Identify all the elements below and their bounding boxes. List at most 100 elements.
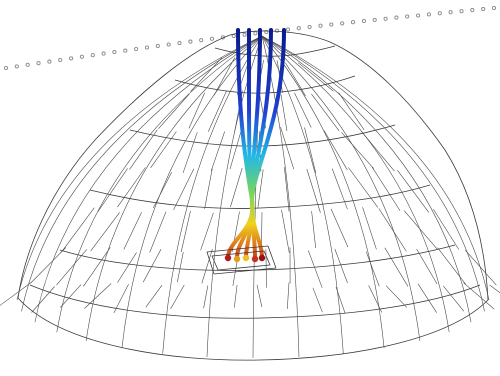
arc-dot bbox=[166, 42, 171, 47]
dome-cell-edge bbox=[30, 247, 67, 284]
dome-cell-edge bbox=[210, 131, 225, 171]
focus-point-4 bbox=[251, 255, 259, 263]
dome-cell-edge bbox=[284, 167, 290, 212]
arc-dot bbox=[361, 18, 366, 24]
dome-cell-edge bbox=[204, 168, 213, 209]
arc-dot bbox=[383, 16, 388, 21]
dome-cell-edge bbox=[489, 284, 500, 294]
dome-cell-edge bbox=[311, 211, 316, 249]
arc-dot bbox=[112, 50, 117, 55]
dome-cell-edge bbox=[60, 284, 82, 308]
dome-cell-edge bbox=[280, 94, 288, 131]
focus-points bbox=[224, 254, 266, 263]
arc-dot bbox=[426, 12, 431, 17]
dome-cell-edge bbox=[158, 93, 190, 129]
arc-dot bbox=[177, 41, 182, 46]
dome-cell-edge bbox=[90, 212, 120, 252]
dome-meridian bbox=[56, 35, 263, 333]
dome-cell-edge bbox=[31, 286, 55, 313]
dome-cell-edge bbox=[84, 283, 112, 309]
dome-cell-edge bbox=[334, 248, 348, 284]
arc-dot bbox=[405, 14, 410, 19]
dome-cell-edge bbox=[335, 286, 346, 314]
dotted-tracking-arc bbox=[3, 5, 497, 71]
dome-meridian bbox=[261, 35, 490, 301]
arc-dot bbox=[209, 36, 215, 41]
dome-cell-edge bbox=[385, 285, 408, 308]
arc-dot bbox=[350, 20, 356, 25]
arc-dot bbox=[14, 64, 19, 69]
arc-dot bbox=[90, 53, 95, 58]
arc-dot bbox=[481, 7, 486, 12]
dome-cell-edge bbox=[298, 62, 334, 92]
dome-cell-edge bbox=[230, 167, 243, 208]
dome-ring-1 bbox=[59, 244, 456, 271]
dome-cell-edge bbox=[280, 126, 295, 170]
dome-cell-edge bbox=[113, 283, 129, 314]
dome-cell-edge bbox=[173, 168, 195, 211]
dome-cell-edge bbox=[360, 131, 395, 172]
dome-meridian bbox=[85, 35, 263, 342]
dome-meridian bbox=[261, 35, 450, 333]
dome-cell-edge bbox=[306, 168, 321, 213]
focus-point-3 bbox=[242, 254, 250, 262]
dome-cell-edge bbox=[149, 211, 167, 253]
dome-cell-edge bbox=[256, 284, 263, 308]
dome-meridian bbox=[261, 35, 344, 354]
dome-cell-edge bbox=[304, 127, 317, 173]
dome-cell-edge bbox=[341, 132, 374, 169]
dome-cell-edge bbox=[213, 57, 236, 96]
dome-cell-edge bbox=[338, 92, 365, 131]
dome-cell-edge bbox=[403, 210, 438, 250]
arc-dot bbox=[36, 61, 41, 66]
dome-cell-edge bbox=[203, 285, 209, 309]
arc-dot bbox=[470, 8, 475, 13]
dome-cell-edge bbox=[145, 285, 163, 308]
dome-cell-edge bbox=[177, 252, 184, 283]
dome-cell-edge bbox=[117, 167, 146, 208]
arc-dot bbox=[307, 24, 312, 30]
dome-cell-edge bbox=[200, 212, 214, 251]
dome-cell-edge bbox=[285, 62, 306, 96]
arc-dot bbox=[101, 51, 106, 56]
dome-cell-edge bbox=[323, 130, 348, 170]
dome-cell-edge bbox=[123, 212, 142, 250]
arc-dot bbox=[58, 57, 63, 63]
dome-cell-edge bbox=[201, 249, 213, 284]
dome-ring-6 bbox=[29, 284, 481, 319]
arc-dot bbox=[285, 27, 291, 32]
focus-point-1 bbox=[224, 254, 232, 262]
arc-dot bbox=[134, 46, 139, 52]
dome-meridian bbox=[261, 35, 472, 323]
dome-cell-edge bbox=[56, 249, 88, 286]
dome-cell-edge bbox=[365, 251, 380, 287]
arc-dot bbox=[242, 32, 247, 37]
dome-cell-edge bbox=[437, 247, 466, 285]
dome-ring-3 bbox=[129, 124, 396, 147]
dome-cell-edge bbox=[60, 207, 95, 253]
dome-base-front bbox=[17, 297, 489, 361]
arc-dot bbox=[123, 48, 128, 53]
dome-cell-edge bbox=[142, 249, 162, 283]
dome-cell-edge bbox=[97, 168, 128, 213]
dome-cell-edge bbox=[465, 250, 497, 286]
dome-outline bbox=[17, 30, 489, 301]
dome-cell-edge bbox=[384, 247, 409, 287]
arc-dot bbox=[253, 31, 258, 36]
arc-dot bbox=[340, 21, 345, 26]
dome-cell-edge bbox=[294, 92, 312, 128]
focus-point-5 bbox=[258, 254, 266, 262]
dome-cell-edge bbox=[117, 252, 137, 283]
arc-dot bbox=[25, 62, 30, 67]
dome-cell-edge bbox=[443, 285, 465, 312]
dome-ring-2 bbox=[89, 184, 431, 209]
dome-cell-edge bbox=[234, 284, 238, 308]
dome-cell-edge bbox=[180, 210, 191, 253]
dome-meridian bbox=[34, 35, 263, 323]
dome-cell-edge bbox=[153, 171, 172, 209]
arc-dot bbox=[459, 9, 464, 14]
arc-dot bbox=[3, 65, 9, 71]
dome-cell-edge bbox=[229, 128, 242, 170]
dome-meridian bbox=[261, 35, 421, 342]
